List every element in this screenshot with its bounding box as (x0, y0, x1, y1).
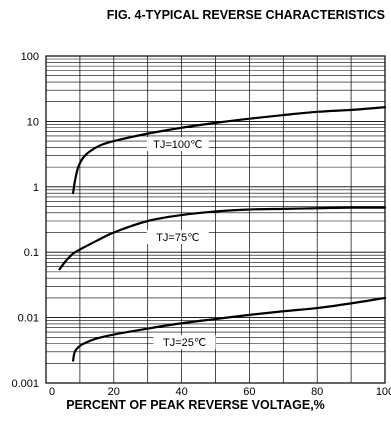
x-tick-label: 80 (311, 386, 323, 398)
x-tick-label: 40 (175, 386, 187, 398)
y-tick-label: 10 (27, 116, 39, 128)
y-tick-label: 0.001 (11, 378, 39, 390)
axes: 0.001 0.01 0.1 1 10 100 0 20 40 60 80 100 (11, 51, 391, 398)
y-tick-label: 0.01 (18, 313, 39, 325)
curve-label-bg (146, 137, 209, 152)
curve-label: TJ=75℃ (156, 232, 199, 244)
x-tick-label: 20 (108, 386, 120, 398)
x-tick-label: 60 (243, 386, 255, 398)
curve-labels: TJ=100℃ TJ=75℃ TJ=25℃ (146, 137, 216, 350)
plot-frame (45, 55, 386, 384)
y-tick-label: 100 (21, 51, 39, 63)
curve-2 (58, 206, 387, 271)
curve-1 (72, 106, 387, 195)
chart-title: FIG. 4-TYPICAL REVERSE CHARACTERISTICS (106, 8, 385, 22)
curve-label-bg (153, 335, 216, 350)
x-tick-label: 0 (49, 386, 55, 398)
curve-label: TJ=100℃ (153, 139, 202, 151)
curve-3 (72, 296, 387, 362)
curve-label: TJ=25℃ (163, 337, 206, 349)
x-tick-label: 100 (376, 386, 391, 398)
grid (45, 56, 386, 384)
x-axis-label: PERCENT OF PEAK REVERSE VOLTAGE,% (66, 398, 325, 412)
y-tick-label: 0.1 (24, 247, 39, 259)
y-tick-label: 1 (33, 182, 39, 194)
curves (58, 106, 387, 362)
curve-label-bg (146, 230, 209, 245)
